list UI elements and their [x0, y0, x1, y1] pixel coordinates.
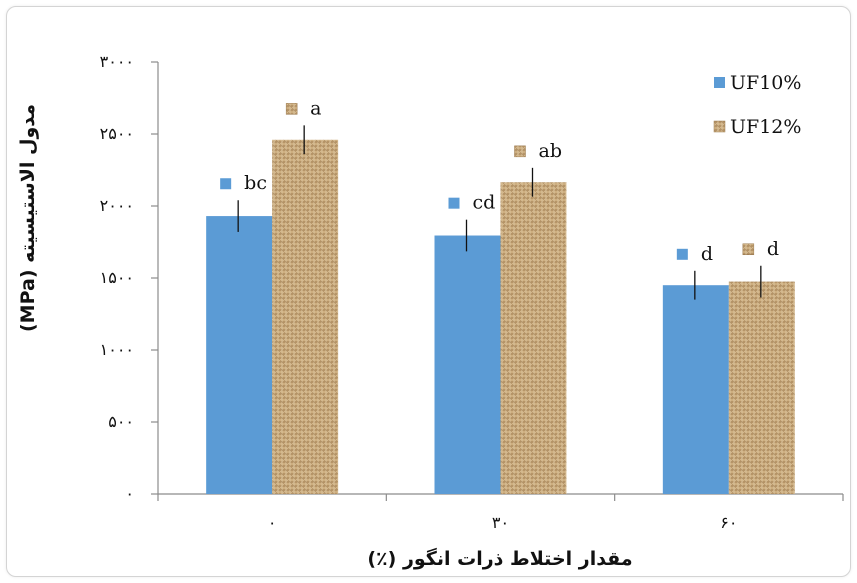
label-marker	[742, 243, 755, 256]
x-axis-title: مقدار اختلاط ذرات انگور (٪)	[367, 547, 632, 570]
legend-label: UF12%	[730, 116, 801, 138]
legend-swatch	[713, 120, 726, 133]
y-tick-label: ۲۰۰۰	[100, 196, 134, 215]
x-tick-label: ۰	[268, 513, 277, 532]
label-marker	[514, 145, 526, 158]
data-label: a	[310, 97, 321, 119]
data-label: d	[767, 238, 779, 260]
data-label: bc	[244, 172, 267, 194]
x-tick-label: ۶۰	[720, 513, 737, 532]
data-label: d	[701, 243, 713, 265]
bar-uf12pct-0	[272, 139, 339, 494]
y-tick-label: ۵۰۰	[108, 412, 134, 431]
legend: UF10% UF12%	[713, 72, 801, 138]
y-axis-title: مدول الاستیسیته (MPa)	[17, 104, 39, 332]
bar-uf10pct-1	[434, 235, 501, 494]
data-label: ab	[539, 140, 563, 162]
y-axis: ۰ ۵۰۰ ۱۰۰۰ ۱۵۰۰ ۲۰۰۰ ۲۵۰۰ ۳۰۰۰	[100, 52, 159, 503]
legend-label: UF10%	[730, 72, 801, 94]
label-marker	[676, 248, 688, 260]
y-tick-label: ۱۵۰۰	[100, 268, 134, 287]
legend-swatch	[714, 77, 725, 88]
y-tick-label: ۳۰۰۰	[100, 52, 134, 71]
y-tick-label: ۰	[125, 484, 134, 503]
label-marker	[448, 197, 460, 209]
label-marker	[285, 103, 298, 115]
label-marker	[220, 178, 232, 190]
bar-uf10pct-0	[206, 216, 273, 494]
data-label: cd	[473, 192, 496, 214]
x-axis: ۰ ۳۰ ۶۰	[157, 493, 844, 532]
bar-uf12pct-2	[728, 281, 795, 494]
bar-uf10pct-2	[662, 285, 729, 494]
y-tick-label: ۱۰۰۰	[100, 340, 134, 359]
y-tick-label: ۲۵۰۰	[100, 124, 134, 143]
bar-uf12pct-1	[500, 182, 567, 495]
bars: bc cd d a ab d	[206, 97, 795, 495]
x-tick-label: ۳۰	[492, 513, 509, 532]
